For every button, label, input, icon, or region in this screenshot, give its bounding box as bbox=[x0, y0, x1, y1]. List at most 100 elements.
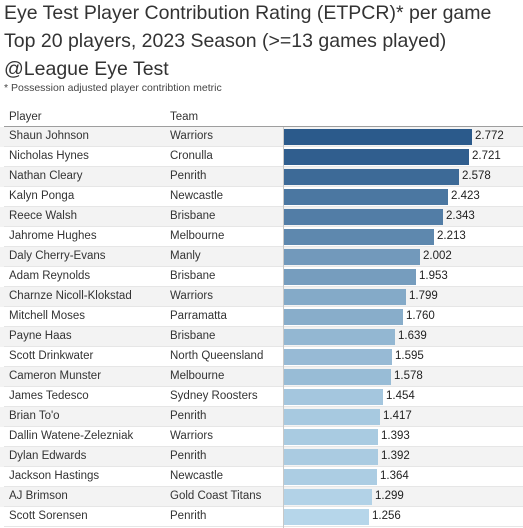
table-row[interactable]: Jahrome Hughes Melbourne 2.213 bbox=[0, 227, 523, 247]
player-name: Daly Cherry-Evans bbox=[9, 250, 106, 262]
team-name: Brisbane bbox=[170, 330, 216, 342]
chart-title-line-3: @League Eye Test bbox=[4, 58, 169, 80]
value-bar[interactable] bbox=[284, 509, 369, 525]
row-divider bbox=[4, 166, 523, 167]
chart-title-line-1: Eye Test Player Contribution Rating (ETP… bbox=[4, 2, 492, 24]
value-bar[interactable] bbox=[284, 209, 443, 225]
team-name: Melbourne bbox=[170, 230, 225, 242]
chart-rows: Shaun Johnson Warriors 2.772 Nicholas Hynes… bbox=[0, 127, 523, 528]
team-name: Newcastle bbox=[170, 470, 224, 482]
value-bar[interactable] bbox=[284, 329, 395, 345]
table-row[interactable]: Charnze Nicoll-Klokstad Warriors 1.799 bbox=[0, 287, 523, 307]
table-row[interactable]: Jackson Hastings Newcastle 1.364 bbox=[0, 467, 523, 487]
player-name: Mitchell Moses bbox=[9, 310, 86, 322]
player-name: Payne Haas bbox=[9, 330, 72, 342]
value-bar[interactable] bbox=[284, 249, 420, 265]
value-bar[interactable] bbox=[284, 129, 472, 145]
row-divider bbox=[4, 246, 523, 247]
value-bar[interactable] bbox=[284, 409, 380, 425]
value-bar[interactable] bbox=[284, 189, 448, 205]
row-divider bbox=[4, 306, 523, 307]
row-divider bbox=[4, 506, 523, 507]
team-name: Newcastle bbox=[170, 190, 224, 202]
table-row[interactable]: Mitchell Moses Parramatta 1.760 bbox=[0, 307, 523, 327]
value-bar[interactable] bbox=[284, 369, 391, 385]
value-label: 1.953 bbox=[419, 270, 448, 282]
row-divider bbox=[4, 206, 523, 207]
table-row[interactable]: Dylan Edwards Penrith 1.392 bbox=[0, 447, 523, 467]
value-bar[interactable] bbox=[284, 349, 392, 365]
team-name: Penrith bbox=[170, 410, 207, 422]
table-row[interactable]: Scott Sorensen Penrith 1.256 bbox=[0, 507, 523, 527]
row-divider bbox=[4, 266, 523, 267]
header-divider bbox=[4, 126, 523, 127]
row-divider bbox=[4, 186, 523, 187]
value-label: 1.256 bbox=[372, 510, 401, 522]
row-divider bbox=[4, 426, 523, 427]
row-divider bbox=[4, 466, 523, 467]
table-row[interactable]: Reece Walsh Brisbane 2.343 bbox=[0, 207, 523, 227]
value-label: 2.213 bbox=[437, 230, 466, 242]
table-row[interactable]: Brian To'o Penrith 1.417 bbox=[0, 407, 523, 427]
value-label: 1.639 bbox=[398, 330, 427, 342]
table-row[interactable]: Payne Haas Brisbane 1.639 bbox=[0, 327, 523, 347]
value-bar[interactable] bbox=[284, 429, 378, 445]
value-label: 1.364 bbox=[380, 470, 409, 482]
player-name: Cameron Munster bbox=[9, 370, 102, 382]
table-row[interactable]: Shaun Johnson Warriors 2.772 bbox=[0, 127, 523, 147]
team-name: Manly bbox=[170, 250, 201, 262]
row-divider bbox=[4, 486, 523, 487]
row-divider bbox=[4, 286, 523, 287]
value-label: 2.578 bbox=[462, 170, 491, 182]
table-row[interactable]: Daly Cherry-Evans Manly 2.002 bbox=[0, 247, 523, 267]
table-row[interactable]: Dallin Watene-Zelezniak Warriors 1.393 bbox=[0, 427, 523, 447]
row-divider bbox=[4, 226, 523, 227]
player-name: Adam Reynolds bbox=[9, 270, 91, 282]
value-bar[interactable] bbox=[284, 449, 378, 465]
table-row[interactable]: Nathan Cleary Penrith 2.578 bbox=[0, 167, 523, 187]
value-bar[interactable] bbox=[284, 289, 406, 305]
player-name: Reece Walsh bbox=[9, 210, 77, 222]
table-row[interactable]: Nicholas Hynes Cronulla 2.721 bbox=[0, 147, 523, 167]
player-name: AJ Brimson bbox=[9, 490, 68, 502]
value-bar[interactable] bbox=[284, 309, 403, 325]
table-row[interactable]: AJ Brimson Gold Coast Titans 1.299 bbox=[0, 487, 523, 507]
value-label: 1.299 bbox=[375, 490, 404, 502]
bar-axis-baseline bbox=[283, 127, 284, 528]
player-name: Nicholas Hynes bbox=[9, 150, 89, 162]
row-divider bbox=[4, 146, 523, 147]
table-row[interactable]: Cameron Munster Melbourne 1.578 bbox=[0, 367, 523, 387]
team-name: Penrith bbox=[170, 510, 207, 522]
player-name: Dylan Edwards bbox=[9, 450, 87, 462]
player-name: Kalyn Ponga bbox=[9, 190, 75, 202]
value-bar[interactable] bbox=[284, 489, 372, 505]
team-name: Cronulla bbox=[170, 150, 213, 162]
row-divider bbox=[4, 326, 523, 327]
team-name: Warriors bbox=[170, 290, 214, 302]
value-label: 1.454 bbox=[386, 390, 415, 402]
value-bar[interactable] bbox=[284, 469, 377, 485]
team-name: Brisbane bbox=[170, 270, 216, 282]
table-row[interactable]: Adam Reynolds Brisbane 1.953 bbox=[0, 267, 523, 287]
player-name: Jahrome Hughes bbox=[9, 230, 97, 242]
table-row[interactable]: James Tedesco Sydney Roosters 1.454 bbox=[0, 387, 523, 407]
team-name: Melbourne bbox=[170, 370, 225, 382]
value-bar[interactable] bbox=[284, 269, 416, 285]
team-name: Brisbane bbox=[170, 210, 216, 222]
team-name: Parramatta bbox=[170, 310, 227, 322]
value-label: 2.721 bbox=[472, 150, 501, 162]
player-name: Scott Drinkwater bbox=[9, 350, 94, 362]
value-label: 1.417 bbox=[383, 410, 412, 422]
team-name: Warriors bbox=[170, 130, 214, 142]
team-name: North Queensland bbox=[170, 350, 264, 362]
table-row[interactable]: Scott Drinkwater North Queensland 1.595 bbox=[0, 347, 523, 367]
column-header-team[interactable]: Team bbox=[170, 111, 199, 123]
value-bar[interactable] bbox=[284, 229, 434, 245]
value-bar[interactable] bbox=[284, 169, 459, 185]
player-name: Dallin Watene-Zelezniak bbox=[9, 430, 134, 442]
value-bar[interactable] bbox=[284, 149, 469, 165]
table-row[interactable]: Kalyn Ponga Newcastle 2.423 bbox=[0, 187, 523, 207]
column-header-player[interactable]: Player bbox=[9, 111, 42, 123]
value-bar[interactable] bbox=[284, 389, 383, 405]
value-label: 1.578 bbox=[394, 370, 423, 382]
